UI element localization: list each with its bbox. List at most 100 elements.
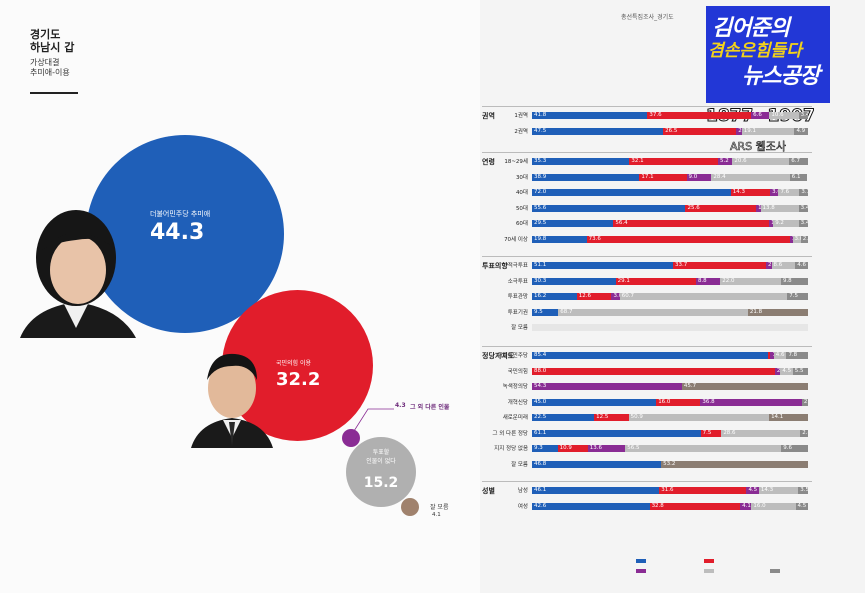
stacked-bar: 88.02.04.55.5: [532, 367, 808, 375]
group-divider: [482, 346, 812, 347]
row-label: 그 외 다른 정당: [492, 430, 528, 437]
bubble-lee-value: 32.2: [276, 369, 321, 390]
bar-segment: 9.2: [773, 220, 799, 227]
bar-segment: 1.0: [767, 352, 771, 359]
stacked-bar: 38.9 17.1 9.0 28.4 6.1: [532, 173, 808, 181]
bar-segment: 4.6: [773, 352, 787, 359]
bar-segment: 56.5: [625, 445, 782, 452]
bar-segment: 46.1: [532, 487, 660, 494]
stacked-bar: 55.625.61.613.83.4: [532, 204, 808, 212]
row-label: 잘 모름: [511, 461, 528, 468]
bar-segment: 13.6: [587, 445, 626, 452]
bar-segment: 12.5: [594, 414, 629, 421]
bar-segment: 10.6: [769, 112, 799, 119]
row-label: 50대: [515, 205, 528, 212]
title-rule: [30, 92, 78, 94]
bar-segment: 5.2: [718, 158, 733, 165]
stacked-bar: 45.016.036.82.2: [532, 398, 808, 406]
bar-segment: 9.3: [532, 445, 558, 452]
callout-line: [353, 408, 394, 432]
row-label: 투표관망: [507, 294, 528, 300]
legend-item-1: [636, 559, 649, 563]
stacked-bar: 85.41.01.24.67.8: [532, 352, 808, 359]
bar-segment: 28.4: [711, 173, 790, 181]
bar-segment: 14.1: [769, 414, 808, 421]
legend-swatch-2: [704, 559, 714, 563]
bar-segment: 9.0: [686, 173, 712, 181]
bar-segment: 3.4: [798, 220, 808, 227]
stacked-bar: 16.212.63.060.77.5: [532, 293, 808, 300]
legend-swatch-3: [636, 569, 646, 573]
bubble-dontknow-label: 잘 모름: [430, 504, 449, 511]
bar-segment: 8.6: [771, 262, 796, 269]
row-label: 남성: [517, 488, 528, 494]
bar-segment: 45.0: [532, 398, 657, 406]
bar-segment: 12.6: [576, 293, 612, 300]
bar-segment: 42.6: [532, 502, 650, 510]
bar-segment: 56.4: [613, 220, 770, 227]
row-label: 소극투표: [507, 278, 528, 285]
row-label: 투표기권: [507, 309, 528, 316]
bar-segment: 32.8: [649, 502, 741, 510]
candidate-photo-lee: [189, 338, 275, 448]
stacked-bar: 61.17.528.62.8: [532, 429, 808, 437]
row-label: 2권역: [514, 128, 528, 135]
bar-segment: 51.1: [532, 262, 674, 269]
group-divider: [482, 152, 812, 153]
bar-segment: 33.7: [673, 262, 767, 269]
bar-segment: 47.5: [532, 127, 664, 135]
bar-segment: 26.5: [663, 127, 737, 135]
row-label: 녹색정의당: [502, 384, 528, 390]
bar-segment: 22.5: [532, 414, 595, 421]
bubble-other-value: 4.3: [395, 402, 406, 409]
region-line-1: 경기도: [30, 28, 61, 41]
bar-segment: 1.6: [756, 204, 761, 212]
bar-segment: 68.7: [558, 308, 748, 316]
show-logo: 김어준의 겸손은힘들다 뉴스공장: [706, 6, 830, 103]
bar-segment: 36.8: [700, 398, 802, 406]
bar-segment: 21.8: [747, 308, 808, 316]
bar-segment: 17.1: [639, 173, 687, 181]
group-divider: [482, 256, 812, 257]
bar-segment: 22.0: [720, 277, 781, 285]
bar-segment: 72.0: [532, 189, 731, 196]
bar-segment: 2.0: [774, 367, 781, 375]
stacked-bar: 29.556.41.59.23.4: [532, 220, 808, 227]
bar-segment: 1.5: [769, 220, 774, 227]
row-label: 더불어민주당: [497, 353, 528, 359]
legend-item-4: [704, 569, 717, 573]
bar-segment: 8.8: [695, 277, 721, 285]
bar-segment: 32.1: [629, 158, 719, 165]
group-divider: [482, 481, 812, 482]
bar-segment: 45.7: [681, 383, 808, 390]
row-label: 18~29세: [504, 159, 528, 165]
bar-segment: 37.6: [647, 112, 752, 119]
stacked-bar: 46.1 31.6 4.5 14.3 3.5: [532, 487, 808, 494]
legend-item-2: [704, 559, 717, 563]
bar-segment: 7.6: [778, 189, 800, 196]
row-label: 개혁신당: [507, 399, 528, 406]
stacked-bar: 19.873.61.03.02.6: [532, 235, 808, 243]
bubble-none-label-2: 인물이 없다: [366, 458, 396, 465]
bar-segment: 41.8: [532, 112, 648, 119]
bar-segment: 6.1: [789, 173, 807, 181]
bubble-chu-value: 44.3: [150, 220, 205, 245]
candidate-photo-chu: [12, 188, 140, 338]
bar-segment: 1.0: [789, 235, 793, 243]
bar-segment: 60.7: [619, 293, 788, 300]
bar-segment: 73.6: [586, 235, 790, 243]
bar-segment: 7.5: [787, 293, 808, 300]
bubble-none: [346, 437, 416, 507]
bar-segment: 4.5: [795, 502, 808, 510]
row-label: 40대: [515, 190, 528, 196]
group-label: 투표의향: [482, 262, 508, 270]
matchup-line-1: 가상대결: [30, 58, 60, 67]
logo-line-3: 뉴스공장: [742, 64, 820, 89]
row-label: 적극투표: [507, 263, 528, 269]
legend-swatch-4: [704, 569, 714, 573]
bar-segment: 31.6: [659, 487, 747, 494]
row-label: 1권역: [514, 113, 528, 119]
group-divider: [482, 106, 812, 107]
stacked-bar: [532, 324, 808, 331]
bubble-none-label-1: 투표할: [372, 449, 390, 456]
